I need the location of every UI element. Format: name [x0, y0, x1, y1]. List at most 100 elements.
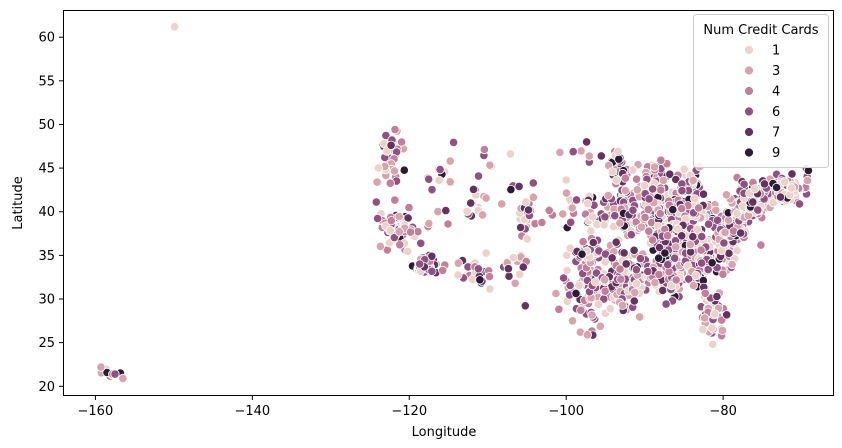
data-point	[656, 185, 666, 195]
data-point	[644, 194, 654, 204]
data-point	[620, 185, 631, 196]
data-point	[615, 218, 625, 228]
data-point	[649, 162, 660, 172]
data-point	[668, 205, 678, 215]
data-point	[794, 199, 805, 209]
y-axis-label: Latitude	[11, 176, 26, 230]
data-point	[427, 266, 437, 276]
data-point	[617, 300, 628, 310]
legend-label: 3	[772, 64, 780, 79]
data-point	[596, 151, 606, 161]
data-point	[599, 220, 609, 230]
data-point	[663, 260, 673, 270]
data-point	[708, 339, 718, 349]
data-point	[587, 212, 598, 222]
data-point	[780, 177, 790, 187]
data-point	[561, 175, 571, 185]
data-point	[385, 225, 395, 235]
data-point	[571, 195, 582, 205]
data-point	[453, 258, 463, 268]
data-point	[562, 265, 572, 276]
data-point	[711, 205, 721, 215]
x-tick-label: −160	[78, 404, 114, 419]
data-point	[691, 270, 701, 281]
data-point	[720, 227, 730, 237]
data-point	[693, 203, 704, 213]
data-point	[748, 197, 758, 207]
data-point	[403, 246, 413, 256]
data-point	[616, 274, 626, 284]
data-point	[634, 312, 645, 322]
data-point	[371, 197, 381, 207]
data-point	[424, 174, 434, 184]
data-point	[719, 238, 729, 248]
data-point	[468, 184, 479, 194]
data-point	[394, 227, 404, 237]
data-point	[584, 151, 594, 161]
y-axis: 20 25 30 35 40 45 50 55 60	[38, 31, 64, 395]
data-point	[654, 269, 664, 279]
data-point	[485, 160, 495, 170]
data-point	[520, 301, 530, 311]
data-point	[481, 193, 491, 203]
data-point	[566, 217, 576, 227]
data-point	[565, 280, 575, 291]
data-point	[433, 207, 443, 217]
data-point	[390, 125, 400, 135]
data-point	[118, 373, 128, 383]
x-tick-label: −140	[234, 404, 270, 419]
data-point	[582, 330, 593, 340]
data-point	[372, 177, 382, 187]
data-point	[653, 253, 664, 263]
data-point	[620, 173, 631, 183]
x-tick-label: −100	[548, 404, 584, 419]
data-point	[514, 181, 524, 191]
data-point	[497, 199, 507, 209]
data-point	[629, 296, 639, 306]
data-point	[631, 279, 642, 289]
data-point	[739, 179, 749, 189]
data-point	[555, 147, 565, 157]
legend-label: 6	[772, 105, 780, 120]
data-point	[528, 192, 539, 202]
x-axis-label: Longitude	[412, 425, 477, 440]
data-point	[600, 212, 610, 222]
data-point	[717, 325, 728, 335]
data-point	[577, 249, 587, 259]
data-point	[643, 204, 653, 214]
data-point	[503, 264, 513, 274]
data-point	[700, 288, 710, 298]
y-tick-label: 60	[38, 31, 55, 46]
data-point	[485, 284, 495, 294]
data-point	[689, 194, 700, 204]
data-point	[389, 166, 400, 176]
y-tick-label: 40	[38, 205, 55, 220]
data-point	[567, 316, 578, 326]
data-point	[611, 175, 622, 185]
data-point	[518, 262, 528, 272]
data-point	[661, 299, 671, 309]
data-point	[698, 324, 708, 335]
data-point	[700, 313, 710, 323]
data-point	[506, 185, 516, 195]
data-point	[607, 253, 617, 263]
data-point	[445, 156, 455, 166]
data-point	[611, 237, 621, 247]
data-point	[427, 185, 437, 195]
data-point	[629, 245, 639, 255]
data-point	[473, 264, 483, 274]
data-point	[658, 175, 669, 186]
data-point	[648, 184, 658, 194]
data-point	[571, 288, 581, 298]
data-point	[372, 213, 383, 224]
legend-marker	[744, 147, 754, 158]
y-tick-label: 45	[38, 162, 55, 177]
data-point	[479, 144, 489, 155]
data-point	[635, 254, 646, 264]
data-point	[385, 178, 395, 188]
data-point	[443, 219, 453, 229]
data-point	[684, 274, 694, 284]
y-tick-label: 20	[38, 380, 55, 395]
x-tick-label: −120	[391, 404, 427, 419]
